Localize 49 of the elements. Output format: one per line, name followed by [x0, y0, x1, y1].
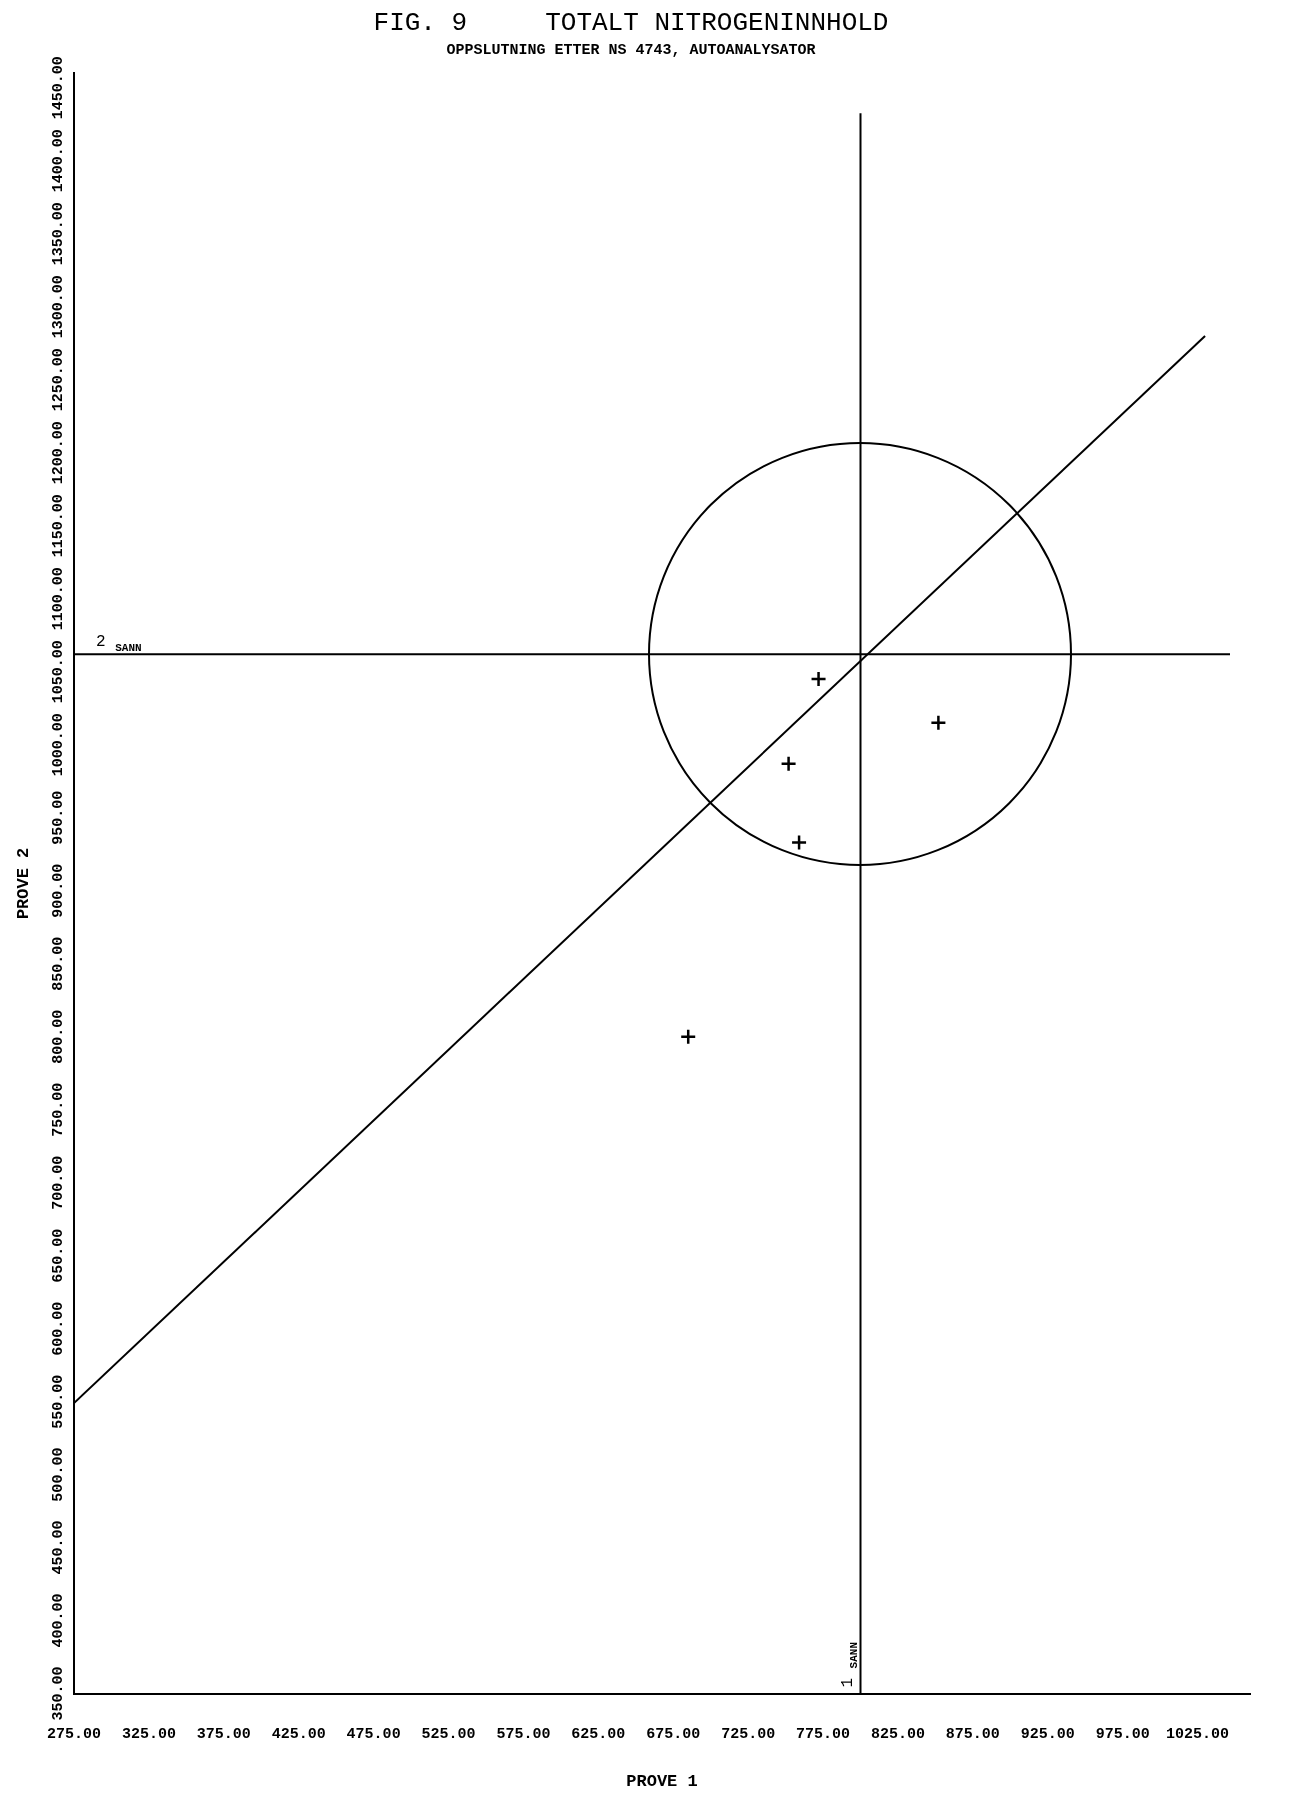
- y-tick-label: 650.00: [50, 1228, 68, 1283]
- y-tick-label: 1200.00: [50, 421, 68, 485]
- y-tick-label: 1050.00: [50, 640, 68, 704]
- point: [790, 834, 808, 851]
- y-tick-label: 750.00: [50, 1082, 68, 1137]
- y-tick-label: 1000.00: [50, 713, 68, 777]
- y-tick-label: 850.00: [50, 936, 68, 991]
- y-tick-label: 1250.00: [50, 348, 68, 412]
- y-tick-label: 550.00: [50, 1374, 68, 1429]
- x-tick-label: 625.00: [571, 1726, 626, 1744]
- y-tick-label: 1400.00: [50, 129, 68, 193]
- x-tick-label: 725.00: [721, 1726, 776, 1744]
- point: [810, 670, 827, 688]
- y-tick-label: 700.00: [50, 1155, 68, 1210]
- x-tick-label: 925.00: [1020, 1726, 1075, 1744]
- x-tick-label: 475.00: [346, 1726, 401, 1744]
- y-tick-label: 1150.00: [50, 494, 68, 558]
- y-tick-label: 350.00: [50, 1666, 68, 1721]
- x-axis-title: PROVE 1: [626, 1772, 698, 1792]
- x-tick-label: 825.00: [870, 1726, 925, 1744]
- x-tick-label: 325.00: [121, 1726, 176, 1744]
- x-tick-label: 1025.00: [1166, 1726, 1230, 1744]
- x-tick-label: 875.00: [945, 1726, 1000, 1744]
- point: [679, 1028, 697, 1045]
- point: [780, 755, 797, 772]
- y-tick-label: 1100.00: [50, 567, 68, 631]
- x-tick-label: 375.00: [196, 1726, 251, 1744]
- point: [930, 714, 947, 732]
- ref-line-label: 1SANN: [839, 1641, 861, 1688]
- x-tick-label: 525.00: [421, 1726, 476, 1744]
- y-axis-title: PROVE 2: [14, 847, 34, 920]
- y-tick-label: 500.00: [50, 1447, 68, 1502]
- y-tick-label: 1350.00: [50, 202, 68, 266]
- chart-title: FIG. 9 TOTALT NITROGENINNHOLD: [373, 8, 889, 39]
- y-tick-label: 800.00: [50, 1009, 68, 1064]
- y-tick-label: 900.00: [50, 863, 68, 918]
- y-tick-label: 950.00: [50, 790, 68, 845]
- y-tick-label: 400.00: [50, 1593, 68, 1648]
- x-tick-label: 575.00: [496, 1726, 551, 1744]
- y-tick-label: 1300.00: [50, 275, 68, 339]
- x-tick-label: 775.00: [796, 1726, 851, 1744]
- chart-subtitle: OPPSLUTNING ETTER NS 4743, AUTOANALYSATOR: [446, 41, 816, 59]
- y-tick-label: 1450.00: [50, 56, 68, 120]
- x-tick-label: 425.00: [271, 1726, 326, 1744]
- x-tick-label: 975.00: [1095, 1726, 1150, 1744]
- x-tick-label: 675.00: [646, 1726, 701, 1744]
- x-tick-label: 275.00: [46, 1726, 102, 1744]
- y-tick-label: 600.00: [50, 1301, 68, 1356]
- y-tick-label: 450.00: [50, 1520, 68, 1575]
